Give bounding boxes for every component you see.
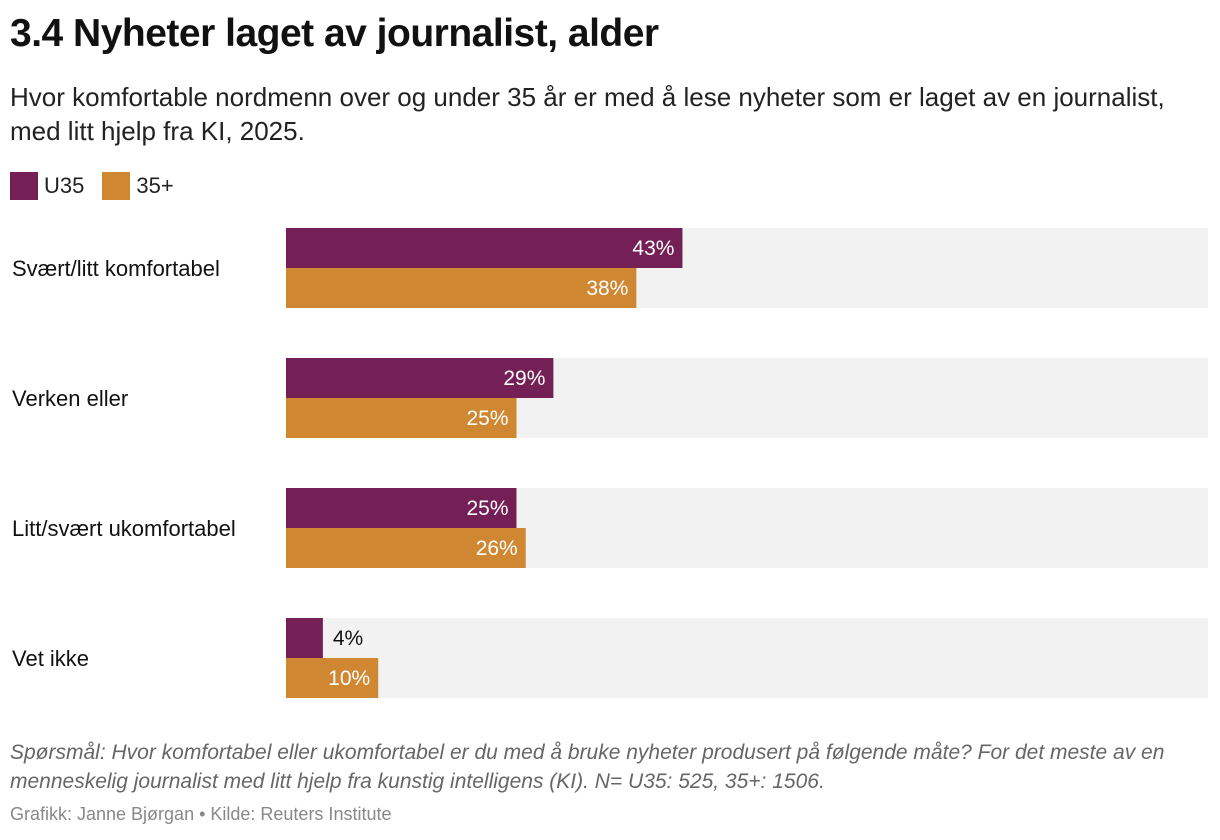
category-label-cat-2: Litt/svært ukomfortabel	[12, 516, 236, 541]
bar-chart: Svært/litt komfortabel 43%38% Verken eller…	[12, 228, 1208, 698]
value-label-35plus-cat-1: 25%	[466, 407, 508, 430]
value-label-u35-cat-2: 25%	[466, 497, 508, 520]
category-label-cat-0: Svært/litt komfortabel	[12, 256, 220, 281]
legend-item-u35: U35	[10, 172, 84, 200]
legend-swatch-u35	[10, 172, 38, 200]
bar-u35-cat-2	[286, 488, 517, 528]
source-credit: Grafikk: Janne Bjørgan • Kilde: Reuters …	[10, 804, 392, 824]
bar-u35-cat-1	[286, 358, 554, 398]
bar-35plus-cat-1	[286, 398, 517, 438]
chart-title: 3.4 Nyheter laget av journalist, alder	[10, 12, 659, 55]
value-label-u35-cat-0: 43%	[632, 237, 674, 260]
legend-label-u35: U35	[44, 173, 85, 198]
legend-label-35plus: 35+	[136, 173, 174, 198]
bar-u35-cat-3	[286, 618, 323, 658]
category-label-cat-3: Vet ikke	[12, 646, 89, 671]
bar-35plus-cat-0	[286, 268, 637, 308]
value-label-35plus-cat-2: 26%	[476, 537, 518, 560]
bar-track-cat-3	[286, 618, 1208, 698]
value-label-35plus-cat-0: 38%	[586, 277, 628, 300]
category-label-cat-1: Verken eller	[12, 386, 128, 411]
question-note: Spørsmål: Hvor komfortabel eller ukomfor…	[10, 741, 1165, 793]
value-label-u35-cat-1: 29%	[503, 367, 545, 390]
chart-subtitle: Hvor komfortable nordmenn over og under …	[10, 82, 1165, 146]
legend-item-35plus: 35+	[102, 172, 174, 200]
value-label-u35-cat-3: 4%	[333, 627, 363, 650]
bar-35plus-cat-3	[286, 658, 379, 698]
legend-swatch-35plus	[102, 172, 131, 200]
value-label-35plus-cat-3: 10%	[328, 667, 370, 690]
bar-u35-cat-0	[286, 228, 683, 268]
legend: U35 35+	[10, 172, 192, 200]
bar-35plus-cat-2	[286, 528, 526, 568]
